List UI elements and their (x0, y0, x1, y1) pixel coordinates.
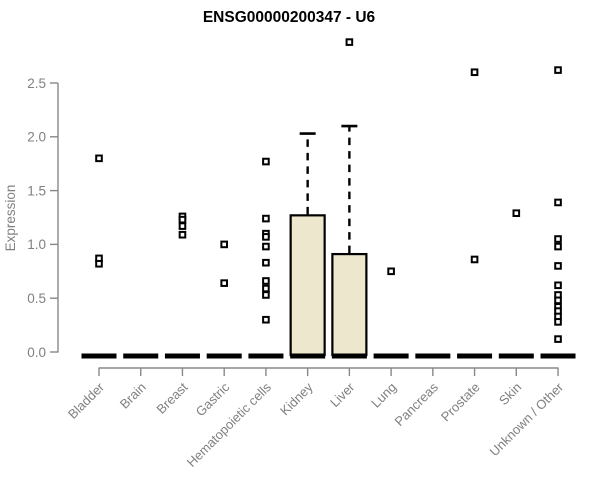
y-tick-label: 1.0 (27, 237, 46, 252)
median-bar (248, 353, 284, 359)
outlier-point (554, 296, 562, 305)
x-tick-label: Gastric (193, 379, 233, 419)
outlier-point (262, 242, 270, 251)
outlier-point (512, 209, 521, 217)
outlier-point (470, 68, 479, 77)
outlier-point (554, 242, 562, 251)
outlier-point (178, 215, 187, 224)
x-tick-label: Unknown / Other (487, 379, 567, 459)
y-axis-label: Expression (3, 185, 18, 252)
plot-content: 0.0 0.5 1.0 1.5 2.0 2.5 Bladder Brain Breast Gast… (27, 38, 576, 470)
outlier-point (262, 214, 270, 223)
median-bar (164, 353, 200, 359)
outlier-point (178, 230, 187, 239)
median-bar (457, 353, 493, 359)
outlier-point (387, 267, 395, 276)
x-tick-label: Brain (117, 380, 149, 412)
y-tick-label: 0.0 (27, 345, 46, 360)
outlier-point (262, 258, 270, 267)
y-tick-label: 2.5 (27, 76, 46, 91)
outlier-point (262, 233, 270, 241)
x-tick-label: Kidney (277, 379, 316, 418)
outlier-point (262, 284, 270, 293)
median-bar (373, 353, 409, 359)
box-body (289, 214, 326, 357)
median-bar (81, 353, 117, 359)
median-bar (206, 353, 242, 359)
x-tick-label: Bladder (65, 379, 108, 422)
outlier-point (262, 157, 270, 166)
outlier-point (554, 318, 562, 326)
outlier-point (554, 66, 562, 74)
median-bar (290, 353, 326, 359)
outlier-point (554, 335, 562, 343)
median-bar (498, 353, 534, 359)
y-tick-label: 2.0 (27, 130, 46, 145)
x-tick-label: Prostate (438, 380, 483, 425)
chart-title: ENSG00000200347 - U6 (203, 9, 376, 26)
outlier-point (95, 259, 103, 268)
median-bar (331, 353, 367, 359)
outlier-point (262, 277, 270, 285)
x-tick-label: Liver (327, 379, 358, 410)
outlier-point (262, 291, 270, 299)
y-tick-label: 0.5 (27, 291, 46, 306)
y-tick-label: 1.5 (27, 183, 46, 198)
outlier-point (345, 38, 354, 46)
outlier-point (554, 262, 562, 270)
x-tick-label: Breast (153, 379, 190, 416)
outlier-point (470, 255, 479, 264)
box-body (331, 252, 368, 357)
outlier-point (220, 240, 228, 249)
outlier-point (178, 222, 187, 230)
outlier-point (95, 154, 103, 163)
median-bar (415, 353, 451, 359)
outlier-point (220, 279, 228, 287)
x-tick-label: Skin (496, 380, 524, 408)
x-tick-label: Pancreas (392, 379, 442, 429)
x-tick-label: Lung (368, 380, 399, 411)
outlier-point (262, 315, 270, 324)
outlier-point (554, 235, 562, 243)
outlier-point (554, 281, 562, 290)
median-bar (540, 353, 576, 359)
outlier-point (554, 198, 562, 207)
median-bar (123, 353, 159, 359)
